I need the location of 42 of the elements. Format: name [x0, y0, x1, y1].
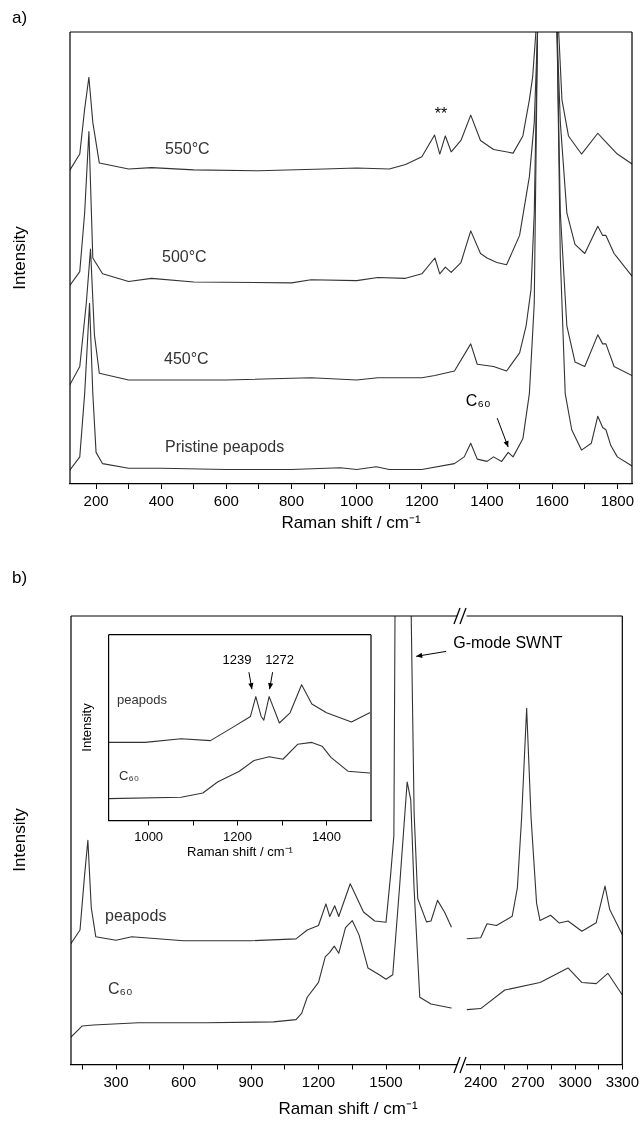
series-label: peapods: [105, 907, 167, 925]
y-axis-title: Intensity: [10, 808, 30, 872]
x-tick-label: 900: [238, 1072, 264, 1090]
x-tick-label: 2400: [464, 1072, 498, 1090]
x-tick-label: 1400: [470, 492, 504, 510]
x-tick-label: 300: [103, 1072, 129, 1090]
series-label: Pristine peapods: [165, 438, 285, 456]
x-tick-label: 1200: [301, 1072, 336, 1090]
annotation: C₆₀: [465, 391, 491, 409]
x-tick-label: 1600: [535, 492, 569, 510]
series-label: C₆₀: [119, 767, 140, 783]
annotation: 1239: [222, 651, 252, 667]
annotation: G-mode SWNT: [453, 633, 563, 651]
y-axis-title: Intensity: [10, 226, 30, 290]
x-tick-label: 600: [170, 1072, 197, 1090]
series-label: 500°C: [162, 248, 207, 266]
annotation: **: [434, 105, 448, 123]
x-tick-label: 1400: [312, 828, 341, 844]
x-tick-label: 1000: [340, 492, 374, 510]
chart-title: a): [12, 8, 28, 28]
x-tick-label: 800: [279, 492, 305, 510]
x-tick-label: 600: [213, 492, 239, 510]
series-label: 450°C: [164, 350, 209, 368]
x-tick-label: 200: [83, 492, 109, 510]
x-tick-label: 400: [148, 492, 174, 510]
chart-title: b): [12, 568, 28, 588]
x-axis-title: Raman shift / cm⁻¹: [187, 843, 293, 860]
series-label: C₆₀: [108, 980, 133, 998]
text: peapods: [117, 691, 168, 707]
series-label: 550°C: [165, 140, 210, 158]
x-tick-label: 1500: [369, 1072, 403, 1090]
x-tick-label: 1800: [600, 492, 635, 510]
x-tick-label: 2700: [511, 1072, 545, 1090]
x-tick-label: 1200: [223, 828, 253, 844]
y-axis-title: Intensity: [78, 702, 94, 752]
x-tick-label: 3300: [605, 1072, 639, 1090]
x-tick-label: 3000: [558, 1072, 592, 1090]
x-axis-title: Raman shift / cm⁻¹: [281, 512, 421, 533]
x-tick-label: 1200: [405, 492, 439, 510]
x-axis-title: Raman shift / cm⁻¹: [278, 1098, 418, 1119]
annotation: 1272: [265, 651, 295, 667]
x-tick-label: 1000: [134, 828, 164, 844]
